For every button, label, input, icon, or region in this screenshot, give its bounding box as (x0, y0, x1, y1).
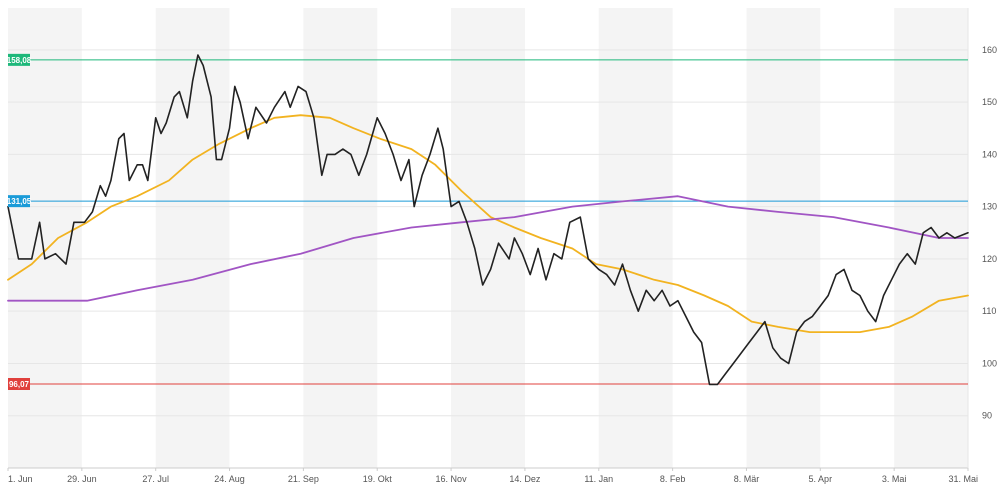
x-tick-label: 3. Mai (882, 474, 907, 484)
reference-label: 131,05 (7, 197, 32, 206)
reference-labels: 158,08 131,05 96,07 (7, 53, 32, 390)
x-tick-label: 31. Mai (948, 474, 978, 484)
y-tick-label: 120 (982, 254, 997, 264)
series-lines (7, 54, 969, 386)
reference-label: 158,08 (7, 56, 32, 65)
x-tick-label: 5. Apr (809, 474, 833, 484)
x-tick-label: 1. Jun (8, 474, 33, 484)
month-band (155, 8, 230, 468)
y-tick-label: 130 (982, 202, 997, 212)
series-line (7, 114, 969, 333)
month-band (598, 8, 673, 468)
month-band (746, 8, 821, 468)
month-band (303, 8, 378, 468)
series-line (7, 54, 969, 386)
month-band (8, 8, 82, 468)
x-tick-label: 11. Jan (584, 474, 613, 484)
y-tick-label: 150 (982, 97, 997, 107)
y-tick-label: 140 (982, 149, 997, 159)
y-tick-label: 90 (982, 411, 992, 421)
y-tick-label: 160 (982, 45, 997, 55)
alternating-month-bands (8, 8, 968, 468)
month-band (451, 8, 525, 468)
reference-lines (8, 59, 968, 385)
reference-label-box (8, 377, 30, 390)
series-line (7, 195, 969, 302)
reference-label-box (8, 53, 30, 66)
reference-label: 96,07 (9, 380, 30, 389)
y-tick-label: 100 (982, 358, 997, 368)
reference-label-box (8, 195, 30, 208)
x-tick-label: 8. Mär (734, 474, 760, 484)
grid (8, 49, 968, 417)
x-tick-label: 24. Aug (214, 474, 245, 484)
y-tick-label: 110 (982, 306, 996, 316)
x-tick-label: 14. Dez (509, 474, 541, 484)
x-tick-label: 19. Okt (363, 474, 393, 484)
x-tick-label: 16. Nov (436, 474, 468, 484)
x-axis: 1. Jun 29. Jun 27. Jul 24. Aug 21. Sep 19. Ok… (7, 8, 978, 484)
x-tick-label: 8. Feb (660, 474, 686, 484)
y-axis: 90 100 110 120 130 140 150 160 (982, 45, 997, 421)
x-tick-label: 29. Jun (67, 474, 97, 484)
x-tick-label: 21. Sep (288, 474, 319, 484)
x-tick-label: 27. Jul (142, 474, 169, 484)
